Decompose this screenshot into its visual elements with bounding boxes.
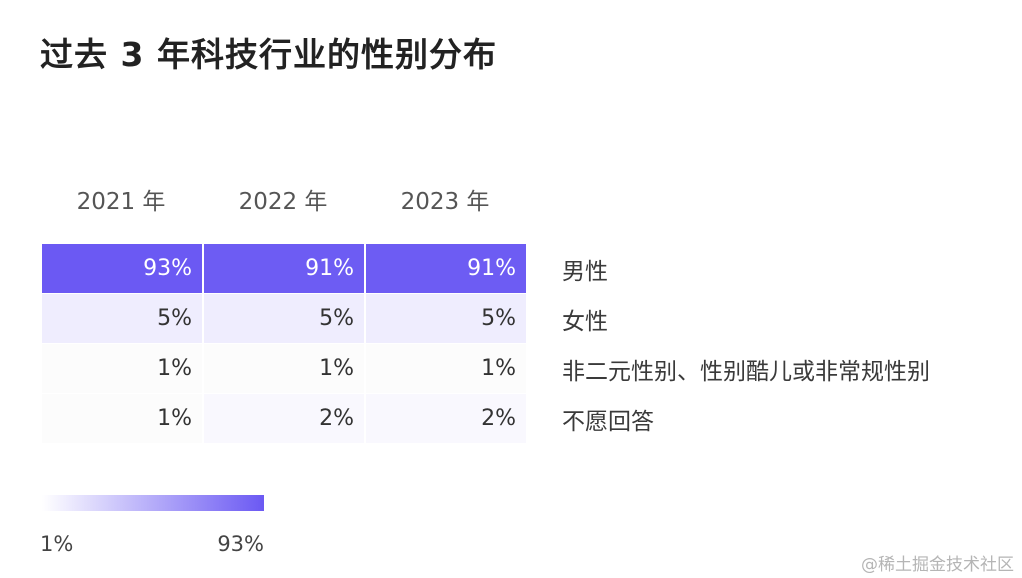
heatmap-cell: 2% [366,394,526,443]
heatmap-cell: 93% [42,244,202,293]
heatmap-cell: 2% [204,394,364,443]
heatmap-cell: 91% [366,244,526,293]
color-scale-bar [42,495,264,511]
heatmap-cell: 1% [366,344,526,393]
row-label-2: 女性 [562,308,608,335]
heatmap-cell: 1% [204,344,364,393]
color-scale-min-label: 1% [40,532,74,556]
row-label-3: 非二元性别、性别酷儿或非常规性别 [562,358,930,385]
heatmap-cell: 5% [42,294,202,343]
color-scale-max-label: 93% [217,532,264,556]
column-header-3: 2023 年 [400,189,490,215]
heatmap-cell: 5% [366,294,526,343]
chart-title: 过去 3 年科技行业的性别分布 [40,35,497,74]
column-header-1: 2021 年 [76,189,166,215]
heatmap-cell: 1% [42,394,202,443]
column-header-2: 2022 年 [238,189,328,215]
heatmap-cell: 5% [204,294,364,343]
heatmap-cell: 91% [204,244,364,293]
row-label-4: 不愿回答 [562,408,654,435]
row-label-1: 男性 [562,258,608,285]
watermark: @稀土掘金技术社区 [861,555,1014,575]
heatmap-cell: 1% [42,344,202,393]
